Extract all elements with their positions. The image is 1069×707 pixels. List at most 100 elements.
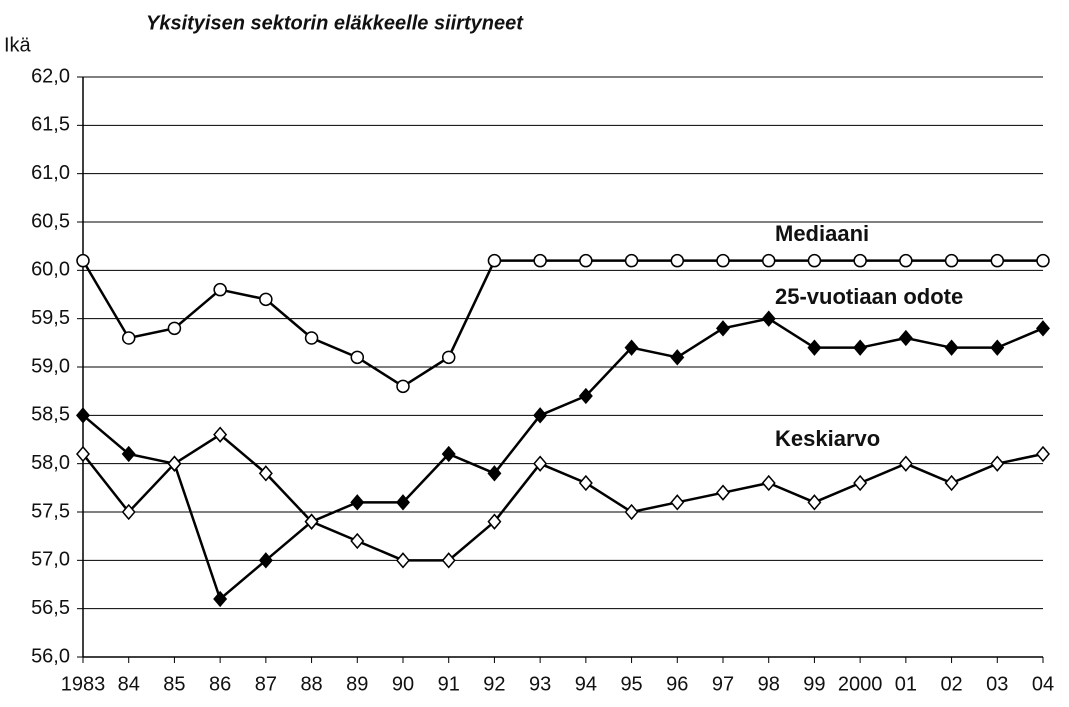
point bbox=[670, 349, 685, 366]
x-tick-label: 99 bbox=[803, 673, 825, 695]
y-tick-label: 59,5 bbox=[31, 307, 70, 329]
point bbox=[1036, 445, 1050, 463]
x-tick-label: 88 bbox=[300, 673, 322, 695]
point bbox=[76, 407, 90, 424]
point bbox=[670, 494, 685, 511]
x-tick-label: 95 bbox=[620, 673, 642, 695]
series-line bbox=[81, 259, 1043, 388]
x-tick-label: 2000 bbox=[838, 673, 883, 695]
point bbox=[853, 253, 867, 268]
y-tick-label: 56,5 bbox=[31, 597, 70, 619]
point bbox=[487, 513, 502, 530]
point bbox=[716, 253, 730, 268]
series-label: Keskiarvo bbox=[775, 426, 880, 451]
point bbox=[990, 455, 1005, 472]
x-tick-label: 89 bbox=[346, 673, 368, 695]
point bbox=[396, 494, 410, 511]
point bbox=[578, 474, 593, 492]
y-tick-label: 59,0 bbox=[31, 355, 70, 377]
chart-title: Yksityisen sektorin eläkkeelle siirtynee… bbox=[146, 12, 524, 34]
point bbox=[807, 253, 822, 268]
point bbox=[670, 253, 685, 268]
point bbox=[167, 321, 182, 336]
point bbox=[304, 513, 319, 530]
point bbox=[213, 590, 228, 608]
series-line bbox=[82, 433, 1044, 562]
y-tick-label: 61,5 bbox=[31, 114, 70, 136]
y-axis-label: Ikä bbox=[4, 34, 32, 56]
point bbox=[533, 253, 547, 268]
x-tick-label: 04 bbox=[1032, 673, 1054, 695]
point bbox=[259, 292, 273, 307]
x-tick-label: 94 bbox=[575, 673, 597, 695]
x-tick-label: 96 bbox=[666, 673, 688, 695]
point bbox=[990, 339, 1005, 356]
point bbox=[441, 445, 456, 463]
point bbox=[441, 350, 456, 365]
point bbox=[533, 407, 548, 424]
point bbox=[487, 253, 502, 268]
series-label: 25-vuotiaan odote bbox=[775, 284, 963, 309]
y-tick-label: 60,5 bbox=[31, 210, 70, 232]
x-tick-label: 91 bbox=[438, 673, 460, 695]
point bbox=[807, 339, 822, 356]
y-tick-label: 57,5 bbox=[31, 500, 70, 522]
point bbox=[944, 253, 959, 268]
point bbox=[533, 455, 548, 472]
x-tick-label: 85 bbox=[163, 673, 185, 695]
y-tick-label: 61,0 bbox=[31, 162, 70, 184]
point bbox=[853, 339, 868, 356]
point bbox=[990, 253, 1005, 268]
series-line bbox=[82, 317, 1044, 602]
point bbox=[350, 494, 365, 511]
point bbox=[898, 455, 913, 472]
y-tick-label: 56,0 bbox=[31, 645, 70, 667]
point bbox=[944, 474, 959, 492]
y-tick-label: 57,0 bbox=[31, 549, 70, 571]
point bbox=[624, 503, 639, 521]
series-label: Mediaani bbox=[775, 221, 869, 246]
x-tick-label: 1983 bbox=[61, 673, 106, 695]
point bbox=[396, 379, 410, 394]
x-tick-label: 86 bbox=[209, 673, 231, 695]
point bbox=[578, 387, 593, 405]
point bbox=[761, 474, 776, 492]
point bbox=[716, 320, 730, 337]
point bbox=[167, 455, 182, 472]
point bbox=[761, 253, 776, 268]
point bbox=[944, 339, 959, 356]
x-tick-label: 87 bbox=[255, 673, 277, 695]
point bbox=[121, 445, 136, 463]
point bbox=[487, 465, 502, 482]
point bbox=[853, 474, 868, 492]
point bbox=[304, 331, 319, 345]
point bbox=[898, 329, 913, 347]
point bbox=[213, 426, 228, 443]
y-tick-label: 62,0 bbox=[31, 65, 70, 87]
x-tick-label: 02 bbox=[940, 673, 962, 695]
point bbox=[624, 253, 639, 268]
y-tick-label: 60,0 bbox=[31, 259, 70, 281]
x-tick-label: 90 bbox=[392, 673, 414, 695]
x-tick-label: 98 bbox=[758, 673, 780, 695]
point bbox=[121, 503, 136, 521]
point bbox=[258, 465, 273, 482]
x-tick-label: 97 bbox=[712, 673, 734, 695]
point bbox=[899, 253, 913, 268]
y-tick-label: 58,5 bbox=[31, 404, 70, 426]
x-tick-label: 92 bbox=[483, 673, 505, 695]
x-tick-label: 84 bbox=[118, 673, 140, 695]
x-tick-label: 03 bbox=[986, 673, 1008, 695]
y-tick-label: 58,0 bbox=[31, 452, 70, 474]
point bbox=[807, 494, 822, 511]
point bbox=[213, 282, 227, 297]
point bbox=[441, 552, 456, 569]
x-tick-label: 93 bbox=[529, 673, 551, 695]
point bbox=[1036, 320, 1050, 337]
point bbox=[258, 552, 273, 569]
point bbox=[121, 331, 136, 345]
point bbox=[350, 350, 365, 365]
point bbox=[350, 532, 365, 550]
point bbox=[761, 310, 776, 327]
